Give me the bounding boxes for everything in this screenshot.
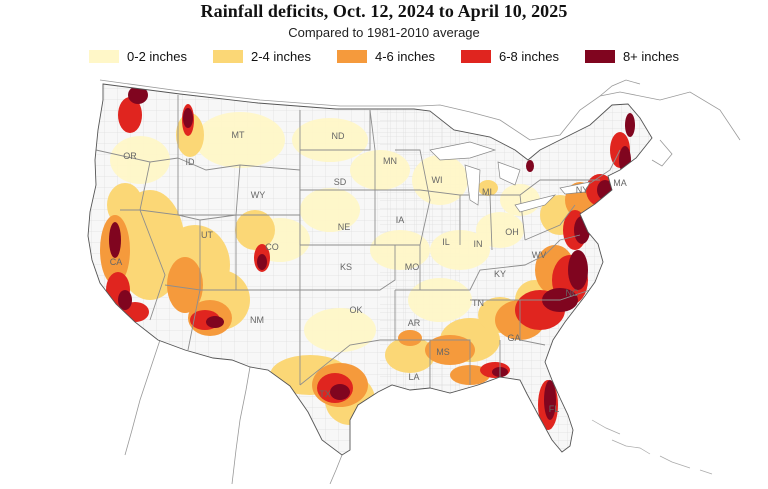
- state-label-nd: ND: [332, 131, 345, 141]
- legend-label: 0-2 inches: [127, 48, 187, 64]
- state-label-ky: KY: [494, 269, 506, 279]
- state-label-tx: TX: [319, 389, 331, 399]
- great-lakes: [429, 141, 591, 213]
- state-label-mi: MI: [482, 187, 492, 197]
- state-label-mn: MN: [383, 156, 397, 166]
- legend-label: 4-6 inches: [374, 48, 435, 64]
- state-label-ca: CA: [110, 257, 123, 267]
- legend-swatch: [213, 49, 243, 63]
- state-label-mo: MO: [405, 262, 420, 272]
- deficit-4-6: [100, 182, 595, 407]
- legend-swatch: [460, 49, 491, 63]
- state-label-id: ID: [186, 157, 196, 167]
- state-label-wy: WY: [251, 190, 266, 200]
- state-label-la: LA: [408, 372, 419, 382]
- us-map-svg: OR MT ND MN ID SD WI MI WY NY MA NE IA I…: [87, 79, 741, 485]
- state-label-oh: OH: [505, 227, 519, 237]
- legend-item-8-plus: 8+ inches: [584, 46, 679, 66]
- legend-swatch: [89, 49, 120, 63]
- state-label-in: IN: [474, 239, 483, 249]
- state-label-co: CO: [265, 242, 279, 252]
- legend-item-6-8: 6-8 inches: [460, 46, 559, 66]
- state-label-ok: OK: [349, 305, 362, 315]
- state-label-il: IL: [442, 237, 450, 247]
- state-label-nm: NM: [250, 315, 264, 325]
- legend-item-2-4: 2-4 inches: [213, 46, 311, 66]
- legend-item-0-2: 0-2 inches: [89, 46, 187, 66]
- state-label-nc: NC: [566, 288, 579, 298]
- state-label-ga: GA: [507, 333, 520, 343]
- legend-swatch: [336, 49, 367, 63]
- state-label-fl: FL: [549, 404, 560, 414]
- state-label-ia: IA: [396, 215, 405, 225]
- state-label-tn: TN: [472, 298, 484, 308]
- state-labels: OR MT ND MN ID SD WI MI WY NY MA NE IA I…: [110, 130, 627, 414]
- map-title: Rainfall deficits, Oct. 12, 2024 to Apri…: [200, 1, 568, 21]
- legend: 0-2 inches 2-4 inches 4-6 inches 6-8 inc…: [0, 46, 768, 66]
- legend-label: 8+ inches: [622, 48, 679, 64]
- us-outline: [87, 83, 653, 456]
- islands: [591, 419, 713, 475]
- map: OR MT ND MN ID SD WI MI WY NY MA NE IA I…: [0, 68, 768, 485]
- legend-label: 6-8 inches: [498, 48, 559, 64]
- legend-item-4-6: 4-6 inches: [336, 46, 435, 66]
- state-label-mt: MT: [232, 130, 245, 140]
- state-label-ms: MS: [436, 347, 450, 357]
- state-label-ny: NY: [576, 185, 589, 195]
- state-label-ne: NE: [338, 222, 351, 232]
- legend-label: 2-4 inches: [251, 48, 311, 64]
- map-subtitle: Compared to 1981-2010 average: [288, 25, 480, 40]
- state-label-ut: UT: [201, 230, 213, 240]
- state-label-ma: MA: [613, 178, 627, 188]
- state-label-wv: WV: [532, 250, 547, 260]
- state-label-or: OR: [123, 151, 137, 161]
- neighbor-coastlines: [99, 79, 741, 485]
- state-borders: [95, 95, 621, 390]
- state-label-wi: WI: [432, 175, 443, 185]
- state-label-ar: AR: [408, 318, 421, 328]
- state-label-sd: SD: [334, 177, 347, 187]
- legend-swatch: [584, 49, 615, 63]
- state-label-ks: KS: [340, 262, 352, 272]
